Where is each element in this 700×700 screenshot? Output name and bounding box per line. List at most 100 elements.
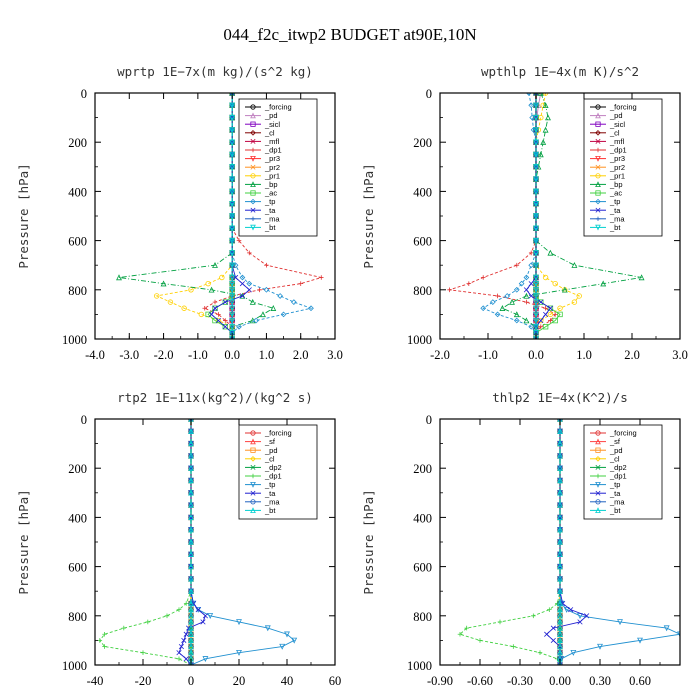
legend-marker-tp	[595, 198, 601, 205]
data-point-ac	[557, 311, 563, 318]
x-tick-label: 40	[281, 674, 294, 688]
legend-marker-dp1	[595, 147, 601, 153]
data-point-bt	[188, 649, 194, 656]
data-point-ta	[543, 311, 549, 317]
legend-label: _pr3	[609, 154, 625, 163]
data-point-ac	[205, 311, 211, 318]
data-point-tp	[597, 643, 603, 650]
data-point-bt	[188, 489, 194, 496]
data-point-ta	[178, 643, 184, 650]
data-point-bt	[557, 618, 563, 625]
legend-marker-bt	[595, 507, 601, 513]
data-point-bt	[229, 323, 236, 330]
data-point-bt	[533, 176, 539, 183]
data-point-tp	[290, 299, 297, 305]
legend-label: _bt	[264, 506, 276, 515]
data-point-dp1	[102, 631, 107, 637]
data-point-bt	[533, 213, 539, 220]
data-point-bt	[557, 575, 563, 582]
y-tick-label: 600	[68, 561, 87, 575]
data-point-bt	[188, 643, 194, 650]
data-point-pr1	[542, 274, 549, 281]
data-point-dp1	[102, 644, 107, 649]
data-point-bt	[188, 440, 194, 447]
legend-label: _cl	[609, 128, 620, 137]
legend-marker-pr3	[250, 155, 256, 162]
series-line-dp1	[459, 419, 561, 665]
legend-label: _pd	[609, 111, 623, 120]
data-point-bt	[557, 489, 563, 496]
data-point-bt	[533, 188, 539, 195]
data-point-bt	[229, 262, 236, 269]
legend-marker-tp	[250, 481, 256, 488]
legend-marker-tp	[250, 198, 256, 205]
data-point-ta	[195, 607, 201, 613]
legend-marker-pr3	[595, 155, 601, 162]
data-point-dp1	[514, 262, 520, 268]
data-point-dp1	[538, 324, 544, 329]
data-point-bt	[557, 428, 563, 435]
legend-marker-forcing	[250, 104, 256, 110]
data-point-ta	[202, 613, 208, 619]
data-point-ac	[547, 305, 554, 311]
legend-marker-cl	[595, 130, 601, 136]
data-point-bt	[229, 188, 236, 195]
data-point-tp	[637, 637, 643, 644]
legend-marker-ma	[250, 216, 256, 221]
data-point-pr1	[547, 311, 554, 318]
data-point-dp1	[264, 262, 269, 268]
data-point-bt	[229, 127, 236, 134]
data-point-bp	[523, 292, 530, 299]
data-point-bt	[188, 631, 194, 637]
data-point-bt	[533, 293, 539, 300]
legend-marker-bt	[250, 507, 256, 513]
data-point-bt	[557, 465, 563, 471]
data-point-tp	[617, 619, 623, 626]
legend-marker-pd	[250, 447, 256, 453]
data-point-tp	[202, 656, 209, 663]
y-tick-label: 800	[413, 610, 432, 624]
data-point-ac	[222, 299, 228, 305]
data-point-bt	[229, 102, 236, 109]
legend-label: _mfl	[609, 137, 625, 146]
data-point-bt	[229, 213, 236, 220]
y-tick-label: 600	[413, 235, 432, 249]
y-tick-label: 600	[413, 561, 432, 575]
data-point-ta	[181, 637, 187, 643]
panel-1: wprtp 1E−7x(m kg)/(s^2 kg) Pressure [hPa]…	[16, 64, 343, 362]
series-line-ta	[546, 419, 588, 665]
data-point-ta	[183, 631, 189, 637]
panel-title: wprtp 1E−7x(m kg)/(s^2 kg)	[117, 64, 313, 79]
data-point-bt	[533, 280, 539, 287]
panel-title: thlp2 1E−4x(K^2)/s	[492, 390, 627, 405]
data-point-tp	[207, 613, 214, 619]
data-point-ac	[542, 323, 549, 330]
data-point-ta	[547, 305, 553, 311]
data-point-bt	[229, 225, 236, 232]
data-point-bt	[557, 649, 563, 656]
x-tick-label: -20	[135, 674, 152, 688]
data-point-bt	[229, 317, 236, 324]
data-point-bt	[188, 477, 194, 484]
data-point-bt	[557, 538, 563, 545]
y-tick-label: 200	[68, 462, 87, 476]
legend-marker-ta	[250, 490, 256, 496]
data-point-bt	[533, 102, 539, 109]
data-point-dp1	[477, 638, 483, 643]
legend-label: _sf	[264, 437, 276, 446]
legend-marker-forcing	[595, 430, 601, 436]
legend-marker-mfl	[595, 138, 601, 144]
series-line-dp1	[99, 419, 192, 665]
data-point-tp	[513, 317, 520, 324]
data-point-tp	[529, 114, 536, 121]
data-point-bt	[557, 440, 563, 447]
y-tick-label: 0	[426, 413, 432, 427]
legend-marker-cl	[595, 456, 601, 462]
data-point-bt	[229, 237, 236, 244]
data-point-pr1	[576, 293, 582, 299]
legend-label: _bp	[264, 180, 278, 189]
legend-label: _forcing	[264, 103, 292, 112]
legend-marker-dp1	[250, 147, 256, 153]
data-point-ta	[229, 93, 235, 96]
data-point-pr1	[542, 93, 549, 96]
